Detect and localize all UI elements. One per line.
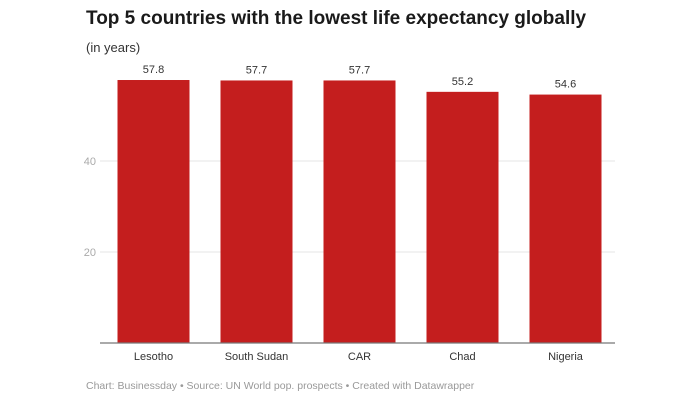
data-label: 57.7 <box>246 64 267 76</box>
y-tick-label: 20 <box>84 247 96 259</box>
y-tick-label: 40 <box>84 156 96 168</box>
chart-footer: Chart: Businessday • Source: UN World po… <box>86 380 475 392</box>
bar <box>117 80 190 343</box>
x-tick-label: Nigeria <box>548 351 584 363</box>
data-label: 57.7 <box>349 64 370 76</box>
bar <box>323 80 396 343</box>
bar <box>220 80 293 343</box>
x-tick-label: South Sudan <box>225 351 289 363</box>
x-tick-label: CAR <box>348 351 371 363</box>
x-tick-label: Lesotho <box>134 351 173 363</box>
data-label: 57.8 <box>143 64 164 76</box>
bar <box>529 94 602 343</box>
bar <box>426 91 499 343</box>
chart-subtitle: (in years) <box>86 40 141 55</box>
data-label: 55.2 <box>452 76 473 88</box>
chart-title: Top 5 countries with the lowest life exp… <box>86 8 587 29</box>
x-tick-label: Chad <box>449 351 475 363</box>
data-label: 54.6 <box>555 79 576 91</box>
